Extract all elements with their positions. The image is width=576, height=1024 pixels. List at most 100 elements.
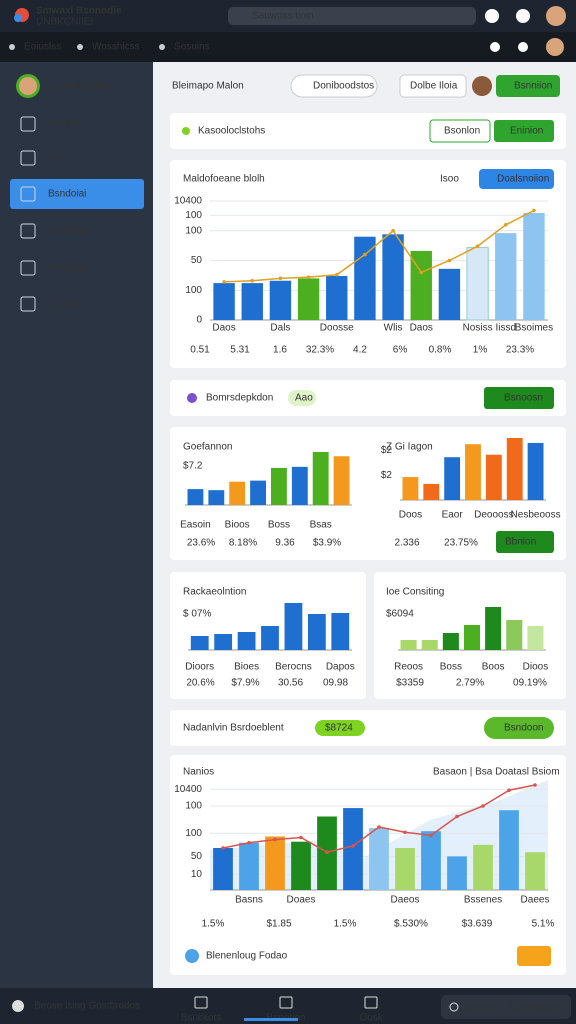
stat-value: 1.6: [273, 345, 287, 356]
chart-title: Z Gi Iagon: [386, 442, 433, 453]
search-box[interactable]: [228, 7, 476, 25]
button[interactable]: [496, 75, 560, 97]
tab-label[interactable]: Bsnckots: [181, 1013, 222, 1024]
stat-value: 20.6%: [186, 678, 214, 689]
y-tick-label: $2: [381, 445, 393, 456]
legend: Basaon | Bsa Doatasl Bsiom: [433, 767, 560, 778]
line-point: [221, 846, 225, 850]
bar: [269, 280, 292, 320]
y-tick-label: 10400: [174, 196, 202, 207]
x-tick-label: Nosiss: [463, 323, 493, 334]
menu-item[interactable]: Wardoigsi: [48, 226, 92, 237]
button[interactable]: [399, 74, 467, 98]
line-point: [429, 833, 433, 838]
button[interactable]: [484, 387, 554, 409]
bar: [241, 283, 263, 320]
tab-label[interactable]: Oosk: [359, 1013, 383, 1024]
button[interactable]: [429, 119, 491, 143]
bar: [473, 844, 493, 890]
search-text: Boosos: [464, 1002, 497, 1013]
avatar[interactable]: [546, 38, 564, 56]
search-box[interactable]: [441, 995, 571, 1019]
avatar[interactable]: [546, 6, 566, 26]
button[interactable]: [494, 120, 554, 142]
nav-item[interactable]: Wosshicss: [92, 42, 140, 53]
stat-value: 0.8%: [429, 345, 452, 356]
bar: [400, 640, 417, 650]
button[interactable]: [517, 946, 551, 966]
badge-label: Aao: [295, 393, 313, 404]
line-point: [334, 272, 339, 277]
button[interactable]: [496, 531, 554, 553]
nav-item[interactable]: Eoiuslss: [24, 42, 61, 53]
card: [170, 710, 566, 746]
menu-item[interactable]: Rantior: [48, 119, 81, 130]
bar: [326, 275, 348, 320]
x-tick-label: Daos: [410, 323, 433, 334]
x-tick-label: Reoos: [394, 662, 423, 673]
icon[interactable]: [485, 9, 499, 23]
stat-value: 09.98: [323, 678, 348, 689]
filter[interactable]: Isoo: [440, 174, 459, 185]
button-label: Bsonlon: [444, 126, 480, 137]
bar: [239, 842, 259, 890]
chart-title: Rackaeolntion: [183, 587, 246, 598]
bar: [395, 848, 415, 890]
x-tick-label: Berocns: [275, 662, 312, 673]
icon[interactable]: [518, 42, 528, 52]
button-label: Eninion: [510, 126, 543, 137]
stat-value: 5.1%: [532, 919, 555, 930]
bar: [333, 456, 350, 505]
app-title: Smwaxl Bsonodie: [36, 6, 122, 17]
nav-icon: [77, 44, 83, 50]
y-tick-label: 100: [185, 210, 202, 221]
stat-value: 0.51: [190, 345, 210, 356]
action[interactable]: Bbsodailass: [510, 1002, 564, 1013]
footer-text: Blenenloug Fodao: [206, 951, 288, 962]
bar: [495, 233, 517, 320]
button[interactable]: [479, 169, 554, 189]
icon[interactable]: [516, 9, 530, 23]
x-tick-label: Nesbeooss: [511, 510, 561, 521]
bar: [485, 607, 502, 650]
x-tick-label: Bsoimes: [515, 323, 553, 334]
stat-value: 6%: [393, 345, 408, 356]
line-point: [247, 840, 251, 845]
stat-value: 30.56: [278, 678, 303, 689]
x-tick-label: Basns: [235, 895, 263, 906]
card-title: Bomrsdepkdon: [206, 393, 273, 404]
x-tick-label: Bioos: [225, 520, 250, 531]
y-tick-label: 50: [191, 255, 203, 266]
menu-item[interactable]: Bonoiss: [48, 299, 84, 310]
button[interactable]: [484, 717, 554, 739]
search-text: Sauwoxs tioin: [252, 11, 314, 22]
nav-item[interactable]: Sosuins: [174, 42, 210, 53]
y-tick-label: 50: [191, 851, 203, 862]
x-tick-label: Easoin: [180, 520, 211, 531]
active-item: [10, 179, 144, 209]
tab-indicator: [244, 1018, 298, 1021]
button-label: Bsndoon: [504, 723, 543, 734]
icon: [182, 127, 190, 135]
card-title: Kasooloclstohs: [198, 126, 265, 137]
kpi: $7.2: [183, 461, 203, 472]
menu-item[interactable]: Vlaiw: [48, 153, 73, 164]
line-point: [278, 276, 283, 281]
icon[interactable]: [490, 42, 500, 52]
y-tick-label: 100: [185, 801, 202, 812]
avatar[interactable]: [472, 76, 492, 96]
line-point: [532, 208, 536, 213]
bar: [402, 477, 419, 500]
menu-item[interactable]: Besocds: [48, 263, 86, 274]
sidebar: [0, 62, 153, 988]
bar: [271, 467, 287, 505]
x-tick-label: Doosse: [320, 323, 354, 334]
menu-item[interactable]: Bsndoiai: [48, 189, 86, 200]
chart-title: Ioe Consiting: [386, 587, 444, 598]
badge: [288, 390, 316, 406]
card: [170, 380, 566, 416]
tab-icon: [194, 996, 208, 1009]
x-tick-label: Daees: [521, 895, 550, 906]
search-field[interactable]: [290, 74, 378, 98]
user-name[interactable]: Simoatl Clstia: [48, 81, 110, 92]
